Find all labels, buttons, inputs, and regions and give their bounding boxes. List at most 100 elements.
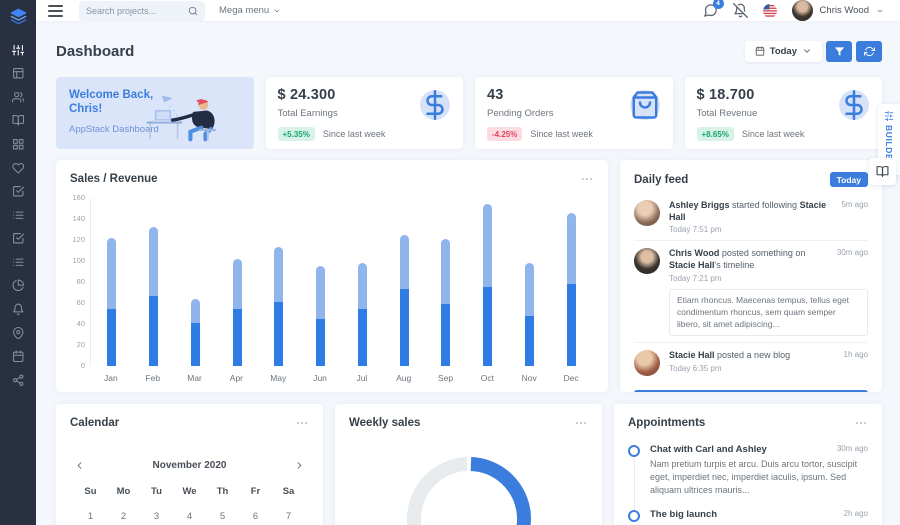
welcome-card: Welcome Back, Chris! AppStack Dashboard — [56, 77, 254, 149]
app-logo[interactable] — [0, 0, 36, 32]
calendar-prev-icon[interactable] — [74, 460, 85, 471]
calendar-date[interactable]: 7 — [285, 511, 292, 522]
stat-change-badge: +8.65% — [696, 127, 734, 141]
share-icon[interactable] — [0, 368, 36, 392]
appointments-panel: Appointments Chat with Carl and Ashley 3… — [614, 404, 882, 525]
calendar-icon[interactable] — [0, 345, 36, 369]
mega-menu-label: Mega menu — [219, 5, 270, 16]
date-range-dropdown[interactable]: Today — [744, 40, 822, 62]
welcome-subtitle: AppStack Dashboard — [69, 123, 159, 135]
sliders-icon[interactable] — [0, 38, 36, 62]
feed-user-link[interactable]: Stacie Hall — [669, 350, 715, 361]
calendar-day-header: Fr — [250, 486, 261, 497]
list-icon-2[interactable] — [0, 250, 36, 274]
stat-note: Since last week — [530, 129, 593, 139]
calendar-date[interactable]: 2 — [120, 511, 127, 522]
stat-card-pending-orders: 43 Pending Orders -4.25% Since last week — [475, 77, 673, 149]
calendar-dates: 1 2 3 4 5 6 7 — [74, 511, 305, 522]
weekly-sales-panel: Weekly sales — [335, 404, 602, 525]
sidebar-toggle-icon[interactable] — [48, 4, 63, 17]
feed-target-link[interactable]: Stacie Hall — [669, 200, 827, 222]
date-range-label: Today — [769, 45, 797, 57]
filter-button[interactable] — [826, 40, 852, 62]
sales-revenue-panel: Sales / Revenue 160 140 120 100 80 60 40 20 0 Ja… — [56, 160, 608, 392]
language-flag-us[interactable] — [762, 3, 777, 18]
book-open-icon[interactable] — [0, 109, 36, 133]
grid-icon[interactable] — [0, 132, 36, 156]
stat-value: $ 24.300 — [277, 87, 336, 103]
appointment-item: Chat with Carl and Ashley 30m ago Nam pr… — [628, 438, 868, 512]
messages-button[interactable]: 4 — [703, 0, 724, 18]
panel-menu-icon[interactable] — [580, 172, 594, 186]
layout-icon[interactable] — [0, 62, 36, 86]
panel-title: Daily feed — [634, 173, 689, 186]
feed-time: Today 6:35 pm — [669, 364, 722, 374]
users-icon[interactable] — [0, 85, 36, 109]
check-square-icon[interactable] — [0, 180, 36, 204]
calendar-day-header: Su — [84, 486, 97, 497]
feed-ago: 5m ago — [841, 200, 868, 209]
appointment-ago: 30m ago — [836, 444, 868, 453]
bar-dec — [566, 212, 576, 366]
docs-tab[interactable] — [869, 158, 896, 185]
stat-label: Total Earnings — [277, 108, 338, 119]
avatar[interactable] — [634, 248, 660, 275]
welcome-title: Welcome Back, Chris! — [69, 89, 154, 116]
load-more-button[interactable]: Load more — [634, 390, 868, 392]
calendar-date[interactable]: 5 — [219, 511, 226, 522]
panel-menu-icon[interactable] — [854, 416, 868, 430]
sliders-icon — [884, 111, 894, 121]
feed-user-link[interactable]: Chris Wood — [669, 248, 720, 259]
dollar-sign-icon — [839, 90, 869, 120]
notifications-muted-button[interactable] — [732, 3, 748, 18]
top-navbar: Mega menu 4 — [36, 0, 900, 21]
bar-oct — [483, 204, 493, 366]
appointment-ago: 2h ago — [843, 509, 868, 519]
search-input[interactable] — [86, 5, 188, 16]
calendar-date[interactable]: 6 — [252, 511, 259, 522]
appointment-title: The big launch — [650, 509, 718, 521]
appointment-item: The big launch 2h ago Sed aliquam ultric… — [628, 503, 868, 525]
calendar-date[interactable]: 3 — [153, 511, 160, 522]
appointment-title: Chat with Carl and Ashley — [650, 444, 767, 455]
feed-ago: 1h ago — [843, 350, 868, 360]
feed-user-link[interactable]: Ashley Briggs — [669, 200, 730, 210]
chart-y-axis: 160 140 120 100 80 60 40 20 0 — [72, 193, 85, 370]
check-square-icon-2[interactable] — [0, 227, 36, 251]
feed-ago: 30m ago — [836, 248, 868, 258]
bar-jun — [316, 266, 326, 366]
pie-chart-icon[interactable] — [0, 274, 36, 298]
refresh-button[interactable] — [856, 40, 882, 62]
refresh-icon — [863, 46, 875, 57]
calendar-date[interactable]: 4 — [186, 511, 193, 522]
sidebar — [0, 0, 36, 525]
avatar[interactable] — [634, 350, 660, 377]
bell-icon[interactable] — [0, 298, 36, 322]
search-icon[interactable] — [188, 6, 198, 16]
list-icon[interactable] — [0, 203, 36, 227]
panel-menu-icon[interactable] — [574, 416, 588, 430]
feed-quote: Etiam rhoncus. Maecenas tempus, tellus e… — [669, 288, 868, 337]
panel-title: Sales / Revenue — [70, 173, 158, 185]
feed-target-link[interactable]: Stacie Hall — [669, 260, 715, 271]
stat-label: Pending Orders — [487, 108, 554, 119]
bar-apr — [232, 258, 242, 366]
stat-value: 43 — [487, 87, 504, 103]
panel-menu-icon[interactable] — [295, 416, 309, 430]
message-circle-icon — [703, 3, 718, 18]
bar-aug — [399, 234, 409, 366]
user-menu[interactable]: Chris Wood — [791, 0, 884, 21]
map-pin-icon[interactable] — [0, 321, 36, 345]
avatar[interactable] — [634, 200, 660, 226]
feed-today-badge[interactable]: Today — [829, 172, 868, 187]
mega-menu-dropdown[interactable]: Mega menu — [219, 5, 281, 16]
bar-jan — [107, 237, 117, 366]
builder-tab[interactable]: BUILDER — [878, 104, 900, 175]
chart-bars — [90, 198, 592, 366]
calendar-next-icon[interactable] — [294, 460, 305, 471]
heart-icon[interactable] — [0, 156, 36, 180]
layers-icon — [10, 8, 26, 24]
bar-jul — [357, 263, 367, 366]
calendar-date[interactable]: 1 — [87, 511, 94, 522]
search-box[interactable] — [79, 0, 205, 21]
